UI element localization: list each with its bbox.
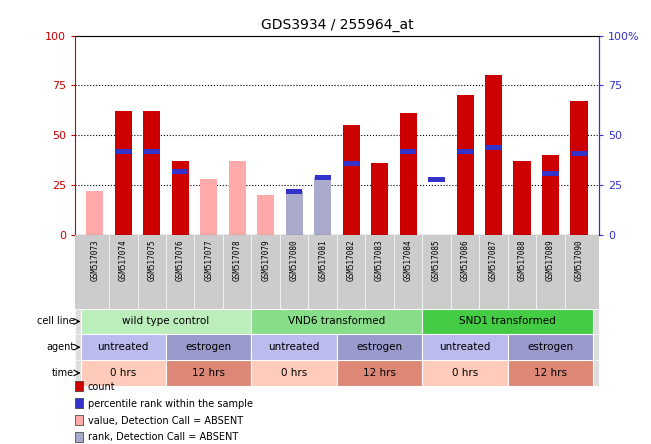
- Text: time: time: [52, 368, 74, 378]
- Bar: [422, 309, 593, 334]
- Bar: [201, 179, 217, 235]
- Bar: [542, 155, 559, 235]
- Bar: [371, 163, 388, 235]
- Bar: [166, 360, 251, 386]
- Text: GSM517082: GSM517082: [346, 239, 355, 281]
- Text: untreated: untreated: [439, 342, 491, 352]
- Text: GSM517077: GSM517077: [204, 239, 214, 281]
- Bar: [172, 162, 189, 235]
- Text: GSM517087: GSM517087: [489, 239, 498, 281]
- Text: 0 hrs: 0 hrs: [281, 368, 307, 378]
- Bar: [343, 161, 359, 166]
- Bar: [144, 149, 160, 154]
- Text: estrogen: estrogen: [186, 342, 232, 352]
- Bar: [542, 171, 559, 176]
- Text: value, Detection Call = ABSENT: value, Detection Call = ABSENT: [88, 416, 243, 425]
- Bar: [229, 162, 246, 235]
- Text: GSM517084: GSM517084: [404, 239, 413, 281]
- Bar: [81, 360, 166, 386]
- Bar: [485, 75, 502, 235]
- Text: GSM517085: GSM517085: [432, 239, 441, 281]
- Text: GSM517075: GSM517075: [147, 239, 156, 281]
- Bar: [286, 189, 302, 194]
- Text: untreated: untreated: [98, 342, 149, 352]
- Text: cell line: cell line: [36, 317, 74, 326]
- Text: 12 hrs: 12 hrs: [363, 368, 396, 378]
- Bar: [422, 360, 508, 386]
- Bar: [115, 111, 132, 235]
- Text: SND1 transformed: SND1 transformed: [460, 317, 556, 326]
- Text: count: count: [88, 382, 115, 392]
- Text: estrogen: estrogen: [357, 342, 403, 352]
- Bar: [166, 334, 251, 360]
- Text: percentile rank within the sample: percentile rank within the sample: [88, 399, 253, 408]
- Bar: [570, 102, 588, 235]
- Bar: [400, 149, 416, 154]
- Bar: [486, 145, 502, 150]
- Bar: [172, 169, 188, 174]
- Text: GSM517080: GSM517080: [290, 239, 299, 281]
- Text: GSM517073: GSM517073: [90, 239, 100, 281]
- Text: untreated: untreated: [268, 342, 320, 352]
- Text: estrogen: estrogen: [527, 342, 574, 352]
- Bar: [314, 175, 331, 180]
- Text: wild type control: wild type control: [122, 317, 210, 326]
- Bar: [457, 149, 473, 154]
- Text: GSM517083: GSM517083: [375, 239, 384, 281]
- Bar: [286, 191, 303, 235]
- Bar: [571, 151, 587, 156]
- Bar: [251, 334, 337, 360]
- Text: GSM517086: GSM517086: [460, 239, 469, 281]
- Bar: [508, 360, 593, 386]
- Bar: [337, 334, 422, 360]
- Bar: [286, 199, 303, 235]
- Text: GSM517088: GSM517088: [518, 239, 527, 281]
- Bar: [422, 334, 508, 360]
- Text: rank, Detection Call = ABSENT: rank, Detection Call = ABSENT: [88, 432, 238, 442]
- Text: GSM517074: GSM517074: [118, 239, 128, 281]
- Text: VND6 transformed: VND6 transformed: [288, 317, 385, 326]
- Text: GSM517079: GSM517079: [261, 239, 270, 281]
- Bar: [337, 360, 422, 386]
- Bar: [514, 162, 531, 235]
- Bar: [143, 111, 160, 235]
- Bar: [115, 149, 132, 154]
- Bar: [257, 195, 274, 235]
- Text: GSM517081: GSM517081: [318, 239, 327, 281]
- Text: 0 hrs: 0 hrs: [110, 368, 137, 378]
- Bar: [342, 126, 360, 235]
- Text: agent: agent: [46, 342, 74, 352]
- Bar: [86, 191, 104, 235]
- Text: GSM517076: GSM517076: [176, 239, 185, 281]
- Bar: [428, 177, 445, 182]
- Text: 0 hrs: 0 hrs: [452, 368, 478, 378]
- Bar: [456, 95, 474, 235]
- Bar: [81, 334, 166, 360]
- Bar: [251, 360, 337, 386]
- Bar: [81, 309, 251, 334]
- Text: GSM517089: GSM517089: [546, 239, 555, 281]
- Bar: [400, 114, 417, 235]
- Text: GSM517078: GSM517078: [232, 239, 242, 281]
- Text: 12 hrs: 12 hrs: [192, 368, 225, 378]
- Text: GSM517090: GSM517090: [574, 239, 583, 281]
- Bar: [314, 178, 331, 235]
- Text: 12 hrs: 12 hrs: [534, 368, 567, 378]
- Bar: [508, 334, 593, 360]
- Text: GDS3934 / 255964_at: GDS3934 / 255964_at: [260, 18, 413, 32]
- Bar: [251, 309, 422, 334]
